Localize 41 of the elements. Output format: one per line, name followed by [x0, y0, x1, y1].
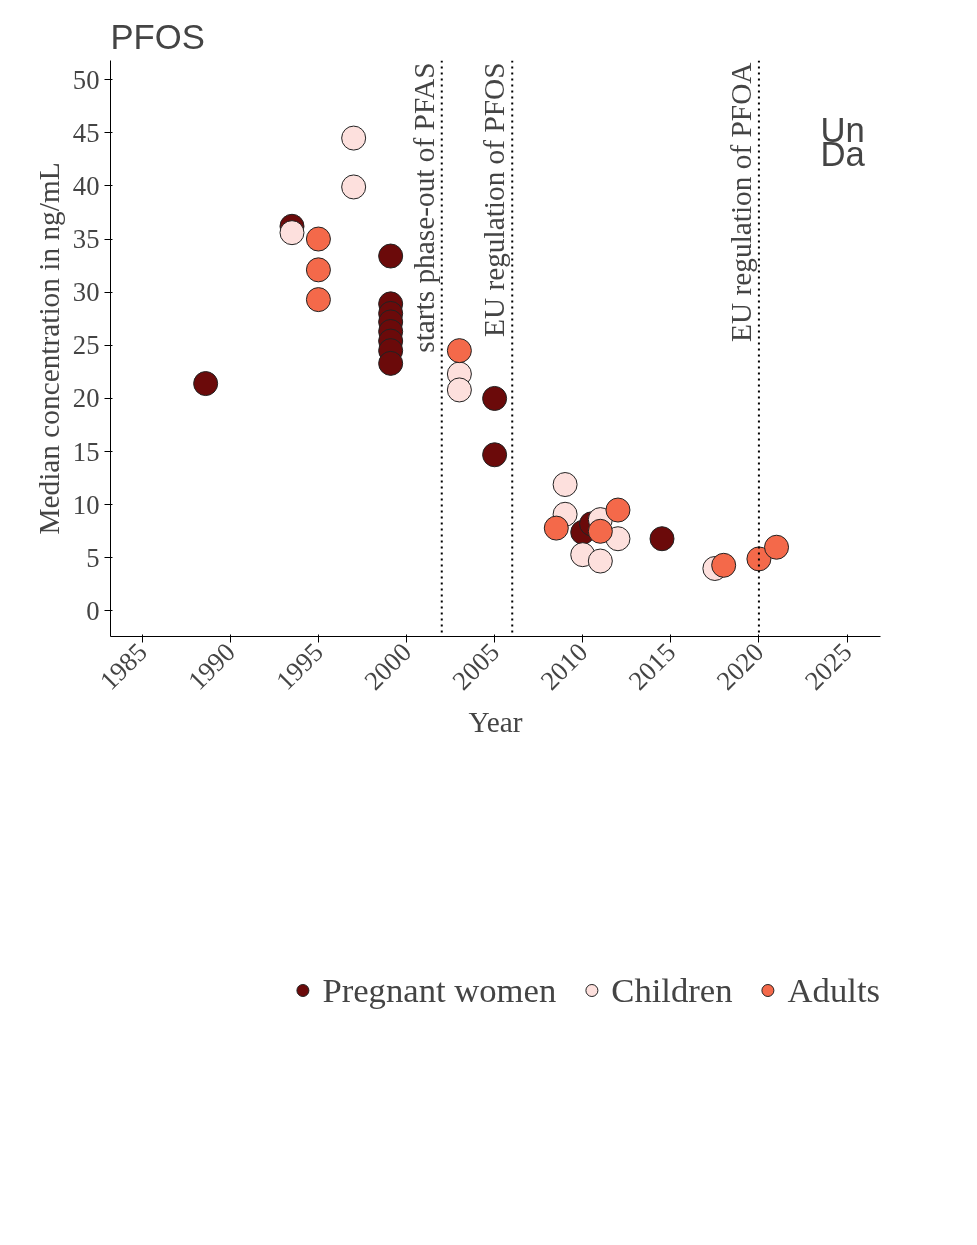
y-tick-label: 45: [72, 117, 100, 148]
legend-label: Pregnant women: [322, 970, 557, 1010]
ref-line-label: EU regulation of PFOA: [724, 62, 757, 342]
point: [279, 220, 305, 246]
y-tick-label: 40: [72, 170, 100, 201]
point: [764, 534, 790, 560]
point: [193, 371, 219, 397]
ref-line-label: starts phase-out of PFAS: [407, 62, 440, 353]
y-tick-label: 0: [86, 595, 100, 626]
point: [378, 243, 404, 269]
point: [482, 385, 508, 411]
x-axis-title: Year: [468, 705, 523, 738]
point: [552, 472, 578, 498]
point: [587, 548, 613, 574]
y-tick-label: 5: [86, 542, 100, 573]
point: [482, 442, 508, 468]
point: [446, 377, 472, 403]
y-tick-label: 25: [72, 330, 100, 361]
point: [605, 497, 631, 523]
y-tick-label: 50: [72, 64, 100, 95]
point: [446, 338, 472, 364]
point: [543, 515, 569, 541]
point: [305, 226, 331, 252]
point: [587, 518, 613, 544]
point: [649, 526, 675, 552]
point: [341, 125, 367, 151]
y-axis-title: Median concentration in ng/mL: [32, 162, 65, 535]
point: [305, 287, 331, 313]
point: [341, 174, 367, 200]
point: [305, 257, 331, 283]
y-tick-label: 20: [72, 383, 100, 414]
ref-line-label: EU regulation of PFOS: [478, 62, 511, 338]
y-tick-label: 10: [72, 489, 100, 520]
y-tick-label: 35: [72, 224, 100, 255]
chart-title: PFOS: [110, 17, 205, 56]
point: [711, 552, 737, 578]
legend-label: Adults: [787, 970, 880, 1010]
y-tick-label: 30: [72, 277, 100, 308]
legend-label: Children: [611, 970, 733, 1010]
point: [378, 350, 404, 376]
y-tick-label: 15: [72, 436, 100, 467]
